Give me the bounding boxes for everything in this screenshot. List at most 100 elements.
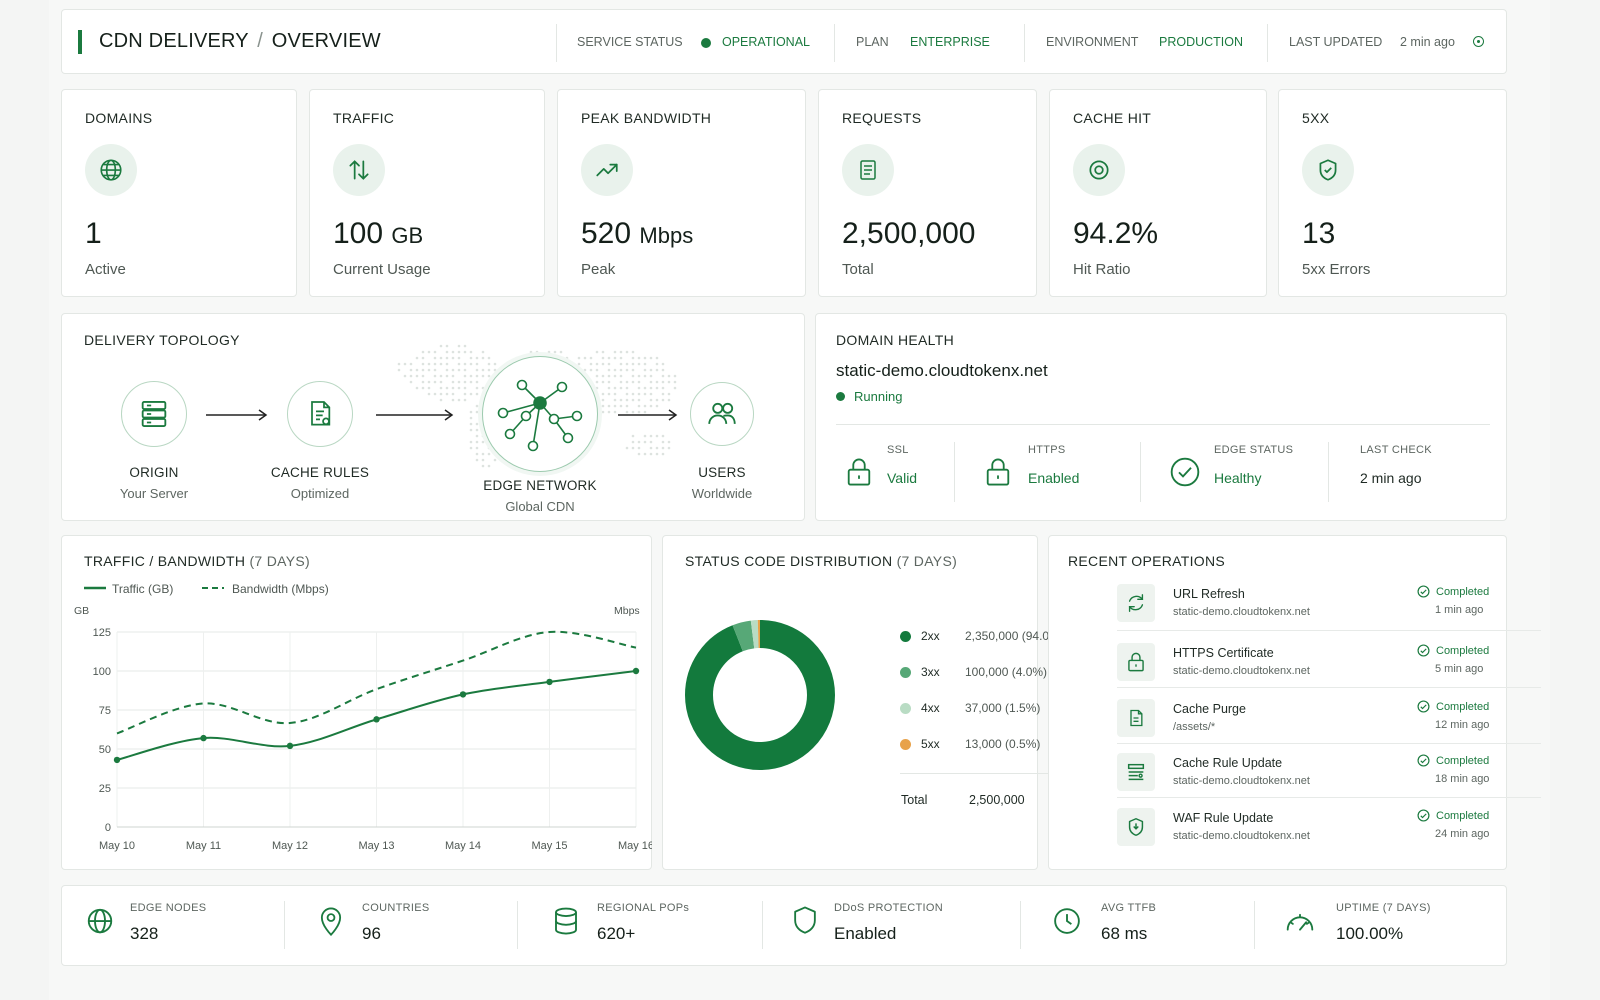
operation-row[interactable]: WAF Rule Update static-demo.cloudtokenx.… [1117, 808, 1541, 864]
kpi-sub: Current Usage [333, 261, 431, 278]
status-chart-title: STATUS CODE DISTRIBUTION (7 DAYS) [685, 553, 958, 569]
operation-row[interactable]: Cache Purge /assets/* Completed 12 min a… [1117, 699, 1541, 755]
kpi-card-cache-hit[interactable]: CACHE HIT 94.2% Hit Ratio [1049, 89, 1267, 297]
status-donut-chart[interactable] [684, 619, 836, 771]
kpi-card-requests[interactable]: REQUESTS 2,500,000 Total [818, 89, 1037, 297]
legend-traffic-swatch [84, 586, 106, 590]
x-tick-label: May 15 [531, 840, 567, 852]
check-circle-icon [1417, 700, 1430, 713]
legend-value: 2,350,000 (94.0%) [965, 629, 1064, 643]
check-circle-icon [1417, 809, 1430, 822]
legend-dot [900, 630, 911, 642]
kpi-value: 1 [85, 217, 102, 250]
operation-row[interactable]: Cache Rule Update static-demo.cloudtoken… [1117, 753, 1541, 809]
service-status-value: OPERATIONAL [722, 35, 810, 49]
page-title-main: CDN DELIVERY [99, 30, 249, 52]
traffic-data-point [546, 678, 553, 686]
legend-label: 4xx [921, 701, 940, 715]
domain-status: Running [854, 389, 903, 404]
trend-up-icon [581, 144, 633, 196]
traffic-bandwidth-card [61, 535, 652, 870]
x-tick-label: May 16 [618, 840, 652, 852]
domain-name[interactable]: static-demo.cloudtokenx.net [836, 361, 1048, 380]
arrow-right-icon [206, 409, 268, 421]
arrow-right-icon [376, 409, 454, 421]
kpi-card-domains[interactable]: DOMAINS 1 Active [61, 89, 297, 297]
domain-health-title: DOMAIN HEALTH [836, 332, 954, 348]
traffic-data-point [286, 742, 294, 750]
legend-bandwidth-swatch [202, 587, 224, 589]
status-dot [701, 38, 711, 48]
traffic-data-point [373, 716, 380, 723]
shield-icon [1117, 808, 1155, 846]
header-bar: CDN DELIVERY / OVERVIEW SERVICE STATUS O… [61, 9, 1507, 74]
file-icon [1117, 699, 1155, 737]
regional-pops-stat: REGIONAL POPs 620+ [597, 902, 690, 943]
check-circle-icon [1417, 585, 1430, 598]
check-circle-icon [1170, 457, 1200, 487]
page-title-separator: / [257, 30, 264, 52]
legend-value: 100,000 (4.0%) [965, 665, 1048, 679]
y-tick-label: 125 [93, 627, 111, 639]
completed-status: Completed [1417, 809, 1489, 822]
title-accent [78, 30, 82, 54]
arrow-right-icon [618, 409, 678, 421]
status-legend-item: 2xx 2,350,000 (94.0%) [900, 629, 1064, 643]
y-tick-label: 0 [105, 822, 111, 834]
kpi-card-5xx[interactable]: 5XX 13 5xx Errors [1278, 89, 1507, 297]
origin-node-circle[interactable] [121, 381, 187, 447]
completed-status: Completed [1417, 644, 1489, 657]
network-icon [497, 379, 583, 452]
edge-status: EDGE STATUS Healthy [1214, 444, 1294, 486]
legend-bandwidth-label: Bandwidth (Mbps) [232, 582, 329, 596]
edge-network-node-circle[interactable] [482, 356, 598, 472]
ddos-protection-stat: DDoS PROTECTION Enabled [834, 902, 944, 943]
bandwidth-series-line [116, 630, 637, 735]
environment-value: PRODUCTION [1159, 35, 1244, 49]
uptime-stat: UPTIME (7 DAYS) 100.00% [1336, 902, 1431, 943]
server-icon [141, 401, 167, 427]
legend-divider [900, 773, 1067, 774]
database-icon [555, 907, 577, 935]
traffic-data-point [632, 667, 640, 675]
kpi-title: PEAK BANDWIDTH [581, 110, 712, 126]
kpi-card-peak-bandwidth[interactable]: PEAK BANDWIDTH 520 Mbps Peak [557, 89, 806, 297]
kpi-value: 520 Mbps [581, 217, 694, 250]
refresh-icon [1117, 584, 1155, 622]
map-pin-icon [320, 907, 342, 937]
page-title-sub: OVERVIEW [271, 30, 381, 52]
legend-value: 37,000 (1.5%) [965, 701, 1041, 715]
status-legend-item: 3xx 100,000 (4.0%) [900, 665, 1047, 679]
total-value: 2,500,000 [969, 793, 1025, 807]
operation-row[interactable]: HTTPS Certificate static-demo.cloudtoken… [1117, 643, 1541, 699]
service-status-label: SERVICE STATUS [577, 35, 683, 49]
lock-icon [847, 458, 871, 486]
legend-label: 2xx [921, 629, 940, 643]
status-legend-item: 4xx 37,000 (1.5%) [900, 701, 1040, 715]
domain-health-divider [836, 424, 1490, 425]
left-axis-unit: GB [74, 605, 90, 617]
refresh-status-icon[interactable] [1473, 36, 1484, 47]
completed-status: Completed [1417, 585, 1489, 598]
cache-rules-node-circle[interactable] [287, 381, 353, 447]
rules-icon [1117, 753, 1155, 791]
x-tick-label: May 13 [358, 840, 394, 852]
check-circle-icon [1417, 754, 1430, 767]
document-icon [842, 144, 894, 196]
kpi-card-traffic[interactable]: TRAFFIC 100 GB Current Usage [309, 89, 545, 297]
operation-row[interactable]: URL Refresh static-demo.cloudtokenx.net … [1117, 584, 1541, 640]
kpi-title: CACHE HIT [1073, 110, 1152, 126]
up-down-arrows-icon [333, 144, 385, 196]
clock-icon [1054, 908, 1080, 934]
traffic-data-point [459, 691, 467, 698]
kpi-sub: 5xx Errors [1302, 261, 1371, 278]
kpi-sub: Active [85, 261, 126, 278]
kpi-title: DOMAINS [85, 110, 153, 126]
traffic-chart-title: TRAFFIC / BANDWIDTH (7 DAYS) [84, 553, 310, 569]
users-node-circle[interactable] [690, 382, 754, 446]
cache-rules-node-label: CACHE RULES Optimized [270, 465, 370, 501]
plan-label: PLAN [856, 35, 889, 49]
kpi-value: 94.2% [1073, 217, 1159, 250]
kpi-value: 2,500,000 [842, 217, 976, 250]
